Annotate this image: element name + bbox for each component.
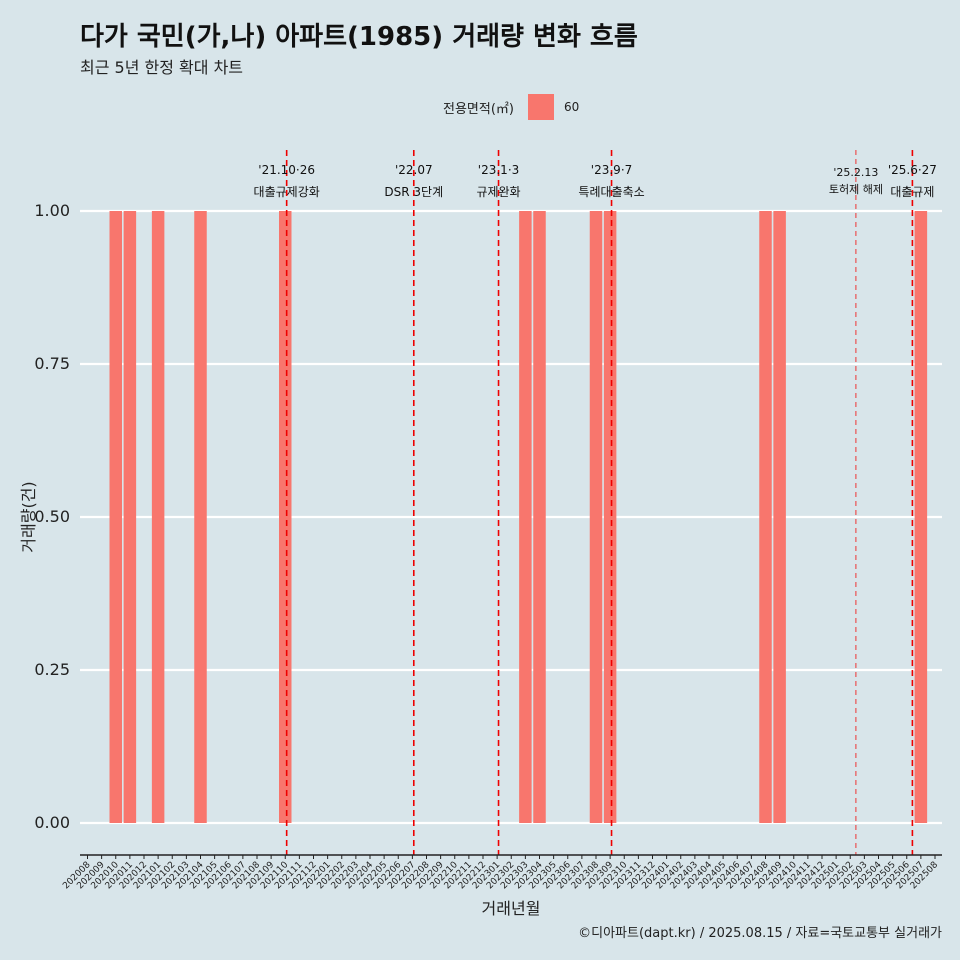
y-tick-label-1.00: 1.00 <box>34 201 70 220</box>
x-axis: 2020082020092020102020112020122021012021… <box>61 854 942 891</box>
x-axis-title: 거래년월 <box>482 899 541 918</box>
annotation-date-2: '23.1·3 <box>478 163 519 177</box>
bar-202104 <box>194 211 207 823</box>
y-tick-label-0.50: 0.50 <box>34 507 70 526</box>
annotation-label-5: 대출규제 <box>890 185 934 199</box>
y-tick-label-0.25: 0.25 <box>34 660 70 679</box>
bar-202304 <box>533 211 546 823</box>
annotation-label-0: 대출규제강화 <box>254 185 320 199</box>
bar-202101 <box>151 211 165 823</box>
chart-subtitle: 최근 5년 한정 확대 차트 <box>80 58 244 77</box>
bar-202011 <box>123 211 137 823</box>
source-caption: ©디아파트(dapt.kr) / 2025.08.15 / 자료=국토교통부 실… <box>578 926 942 941</box>
annotations: '21.10·26 대출규제강화 '22.07 DSR 3단계 '23.1·3 규제완화 '… <box>254 150 937 855</box>
annotation-label-2: 규제완화 <box>476 185 520 199</box>
y-axis: 0.00 0.25 0.50 0.75 1.00 <box>34 201 70 832</box>
bar-202110 <box>279 211 292 823</box>
bar-202409 <box>773 211 786 823</box>
y-axis-title: 거래량(건) <box>19 481 38 552</box>
bar-202309 <box>603 211 617 823</box>
annotation-label-3: 특례대출축소 <box>578 185 644 199</box>
chart-title: 다가 국민(가,나) 아파트(1985) 거래량 변화 흐름 <box>80 22 638 52</box>
bar-202308 <box>589 211 603 823</box>
bar-202303 <box>519 211 532 823</box>
grid-lines <box>80 209 942 825</box>
annotation-date-1: '22.07 <box>395 163 433 177</box>
y-tick-label-0.00: 0.00 <box>34 813 70 832</box>
legend: 전용면적(㎡) 60 <box>443 94 579 120</box>
annotation-label-1: DSR 3단계 <box>384 185 443 199</box>
bar-202507 <box>914 211 928 823</box>
legend-label-60: 60 <box>563 100 580 114</box>
y-tick-label-0.75: 0.75 <box>34 354 70 373</box>
annotation-label-4: 토허제 해제 <box>829 182 883 196</box>
bars <box>109 211 928 823</box>
bar-202010 <box>109 211 122 823</box>
legend-title: 전용면적(㎡) <box>443 101 514 117</box>
legend-key-60 <box>527 94 554 120</box>
annotation-date-3: '23.9·7 <box>591 163 632 177</box>
annotation-date-5: '25.6·27 <box>888 163 937 177</box>
annotation-date-0: '21.10·26 <box>258 163 315 177</box>
bar-202408 <box>759 211 772 823</box>
annotation-date-4: '25.2.13 <box>833 166 878 179</box>
